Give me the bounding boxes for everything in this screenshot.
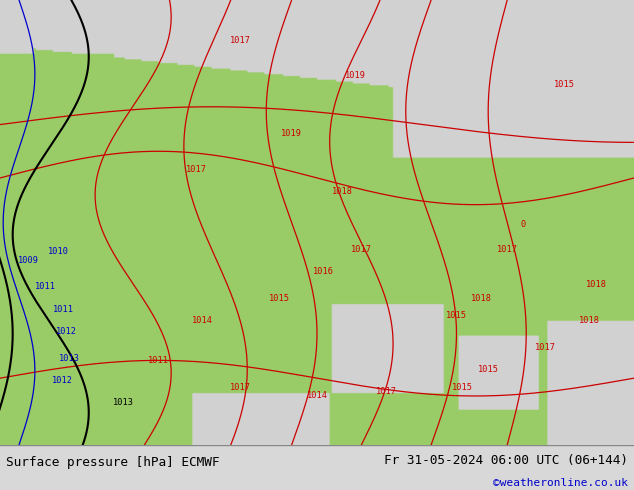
Text: 1018: 1018 bbox=[471, 294, 493, 303]
Text: 1011: 1011 bbox=[53, 305, 74, 314]
Text: 1015: 1015 bbox=[553, 80, 575, 89]
Text: 1011: 1011 bbox=[35, 282, 56, 292]
Text: 1014: 1014 bbox=[306, 392, 328, 400]
Text: 1016: 1016 bbox=[313, 267, 334, 276]
Text: 1011: 1011 bbox=[148, 356, 169, 365]
Text: 1015: 1015 bbox=[446, 311, 467, 320]
Text: 1017: 1017 bbox=[186, 165, 207, 173]
Text: 1014: 1014 bbox=[192, 316, 214, 325]
Text: 1019: 1019 bbox=[281, 129, 302, 138]
Text: Fr 31-05-2024 06:00 UTC (06+144): Fr 31-05-2024 06:00 UTC (06+144) bbox=[384, 454, 628, 467]
Text: 1017: 1017 bbox=[376, 387, 398, 396]
Text: 1017: 1017 bbox=[534, 343, 556, 351]
Text: 1017: 1017 bbox=[496, 245, 518, 254]
Text: 1013: 1013 bbox=[59, 354, 81, 363]
Text: 0: 0 bbox=[521, 220, 526, 229]
Text: Surface pressure [hPa] ECMWF: Surface pressure [hPa] ECMWF bbox=[6, 457, 220, 469]
Text: 1018: 1018 bbox=[332, 187, 353, 196]
Text: 1010: 1010 bbox=[48, 247, 69, 256]
Text: 1017: 1017 bbox=[351, 245, 372, 254]
Text: 1015: 1015 bbox=[268, 294, 290, 303]
Text: 1012: 1012 bbox=[51, 376, 73, 385]
Text: 1018: 1018 bbox=[579, 316, 600, 325]
Text: 1009: 1009 bbox=[18, 256, 39, 265]
Text: ©weatheronline.co.uk: ©weatheronline.co.uk bbox=[493, 478, 628, 488]
Text: 1017: 1017 bbox=[230, 383, 252, 392]
Text: 1018: 1018 bbox=[585, 280, 607, 289]
Text: 1015: 1015 bbox=[452, 383, 474, 392]
Text: 1015: 1015 bbox=[477, 365, 499, 374]
Text: 1012: 1012 bbox=[56, 327, 77, 336]
Text: 1013: 1013 bbox=[113, 398, 134, 407]
Text: 1019: 1019 bbox=[344, 71, 366, 80]
Text: 1017: 1017 bbox=[230, 36, 252, 45]
